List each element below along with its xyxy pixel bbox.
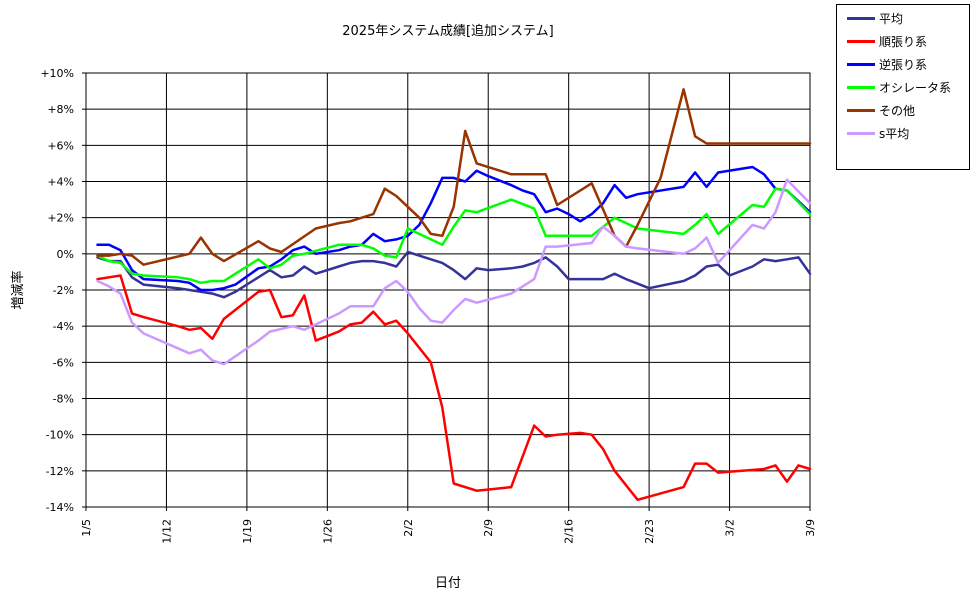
chart-title: 2025年システム成績[追加システム] (342, 23, 553, 39)
y-tick-label: -14% (46, 501, 74, 514)
x-tick-label: 2/16 (563, 519, 576, 544)
x-tick-label: 2/2 (402, 519, 415, 537)
series-line (96, 165, 812, 292)
series-line (96, 187, 812, 285)
legend-item: その他 (847, 102, 915, 118)
y-tick-label: -8% (53, 393, 74, 406)
y-tick-label: -6% (53, 356, 74, 369)
y-tick-label: +8% (47, 103, 74, 116)
y-tick-label: +4% (47, 176, 74, 189)
series-line (96, 274, 812, 502)
legend-label: 逆張り系 (879, 57, 928, 72)
legend-item: 逆張り系 (847, 56, 927, 72)
y-tick-label: -12% (46, 465, 74, 478)
x-tick-label: 3/2 (724, 519, 737, 537)
series-line (96, 178, 812, 366)
chart-legend: 平均順張り系逆張り系オシレータ系 その他 s平均 (836, 4, 970, 170)
series-layer (96, 88, 812, 502)
legend-item: オシレータ系 (847, 79, 951, 95)
legend-swatch (847, 39, 875, 43)
x-tick-label: 3/9 (804, 519, 817, 537)
legend-swatch (847, 85, 875, 89)
y-axis-label: 増減率 (10, 270, 26, 309)
series-line (96, 88, 812, 266)
x-tick-label: 2/9 (482, 519, 495, 537)
legend-swatch (847, 108, 875, 112)
legend-item: 平均 (847, 10, 903, 26)
legend-label: s平均 (879, 126, 910, 141)
x-axis-label: 日付 (435, 576, 461, 591)
legend-swatch (847, 16, 875, 20)
legend-item: 順張り系 (847, 33, 927, 49)
x-axis-ticks: 1/5 1/12 1/19 1/26 2/2 2/9 2/16 2/23 3/2 3/9 (80, 507, 817, 544)
legend-label: オシレータ系 (879, 80, 952, 95)
x-tick-label: 1/19 (241, 519, 254, 544)
legend-label: 平均 (879, 11, 904, 26)
y-tick-label: -2% (53, 284, 74, 297)
y-tick-label: -10% (46, 429, 74, 442)
x-tick-label: 2/23 (643, 519, 656, 544)
y-tick-label: -4% (53, 320, 74, 333)
legend-label: その他 (879, 103, 916, 118)
series-line (96, 250, 812, 299)
y-tick-label: 0% (57, 248, 74, 261)
x-tick-label: 1/26 (321, 519, 334, 544)
legend-swatch (847, 131, 875, 135)
x-tick-label: 1/5 (80, 519, 93, 537)
y-tick-label: +6% (47, 139, 74, 152)
y-axis-ticks: +10% +8% +6% +4% +2% 0% -2% -4% -6% -8% -10% -12% -1… (40, 67, 86, 514)
y-tick-label: +2% (47, 212, 74, 225)
y-tick-label: +10% (40, 67, 74, 80)
x-tick-label: 1/12 (160, 519, 173, 544)
legend-swatch (847, 62, 875, 66)
legend-item: s平均 (847, 125, 909, 141)
legend-label: 順張り系 (879, 34, 928, 49)
